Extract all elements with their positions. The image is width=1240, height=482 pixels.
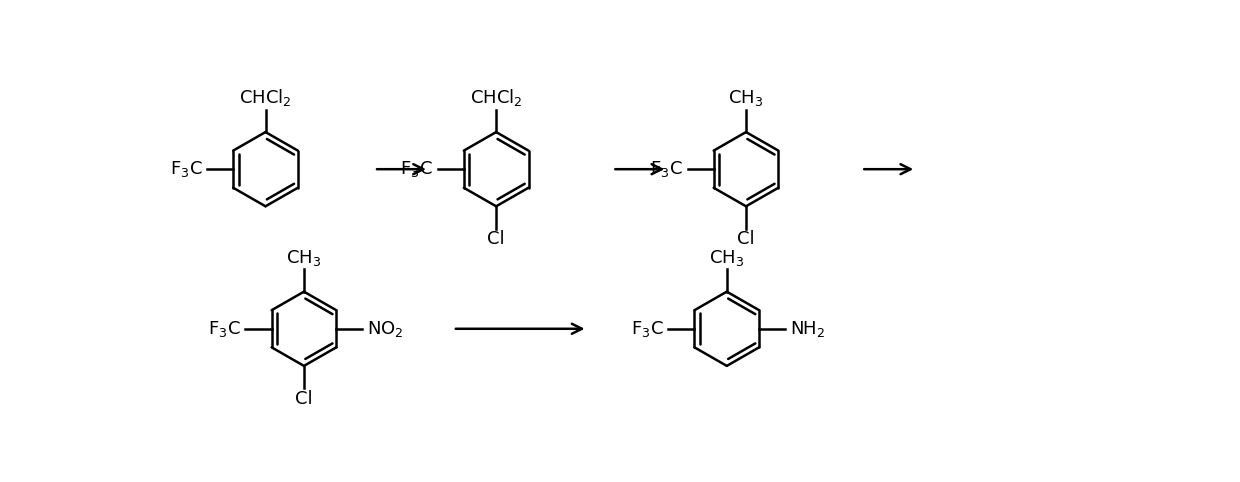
Text: F$_3$C: F$_3$C: [631, 319, 663, 339]
Text: CH$_3$: CH$_3$: [286, 248, 321, 268]
Text: CH$_3$: CH$_3$: [709, 248, 744, 268]
Text: F$_3$C: F$_3$C: [650, 159, 683, 179]
Text: Cl: Cl: [487, 230, 505, 248]
Text: CHCl$_2$: CHCl$_2$: [239, 87, 291, 108]
Text: CH$_3$: CH$_3$: [728, 88, 764, 108]
Text: F$_3$C: F$_3$C: [208, 319, 241, 339]
Text: F$_3$C: F$_3$C: [170, 159, 202, 179]
Text: Cl: Cl: [738, 230, 755, 248]
Text: Cl: Cl: [295, 390, 312, 408]
Text: NO$_2$: NO$_2$: [367, 319, 404, 339]
Text: NH$_2$: NH$_2$: [790, 319, 826, 339]
Text: CHCl$_2$: CHCl$_2$: [470, 87, 522, 108]
Text: F$_3$C: F$_3$C: [401, 159, 433, 179]
